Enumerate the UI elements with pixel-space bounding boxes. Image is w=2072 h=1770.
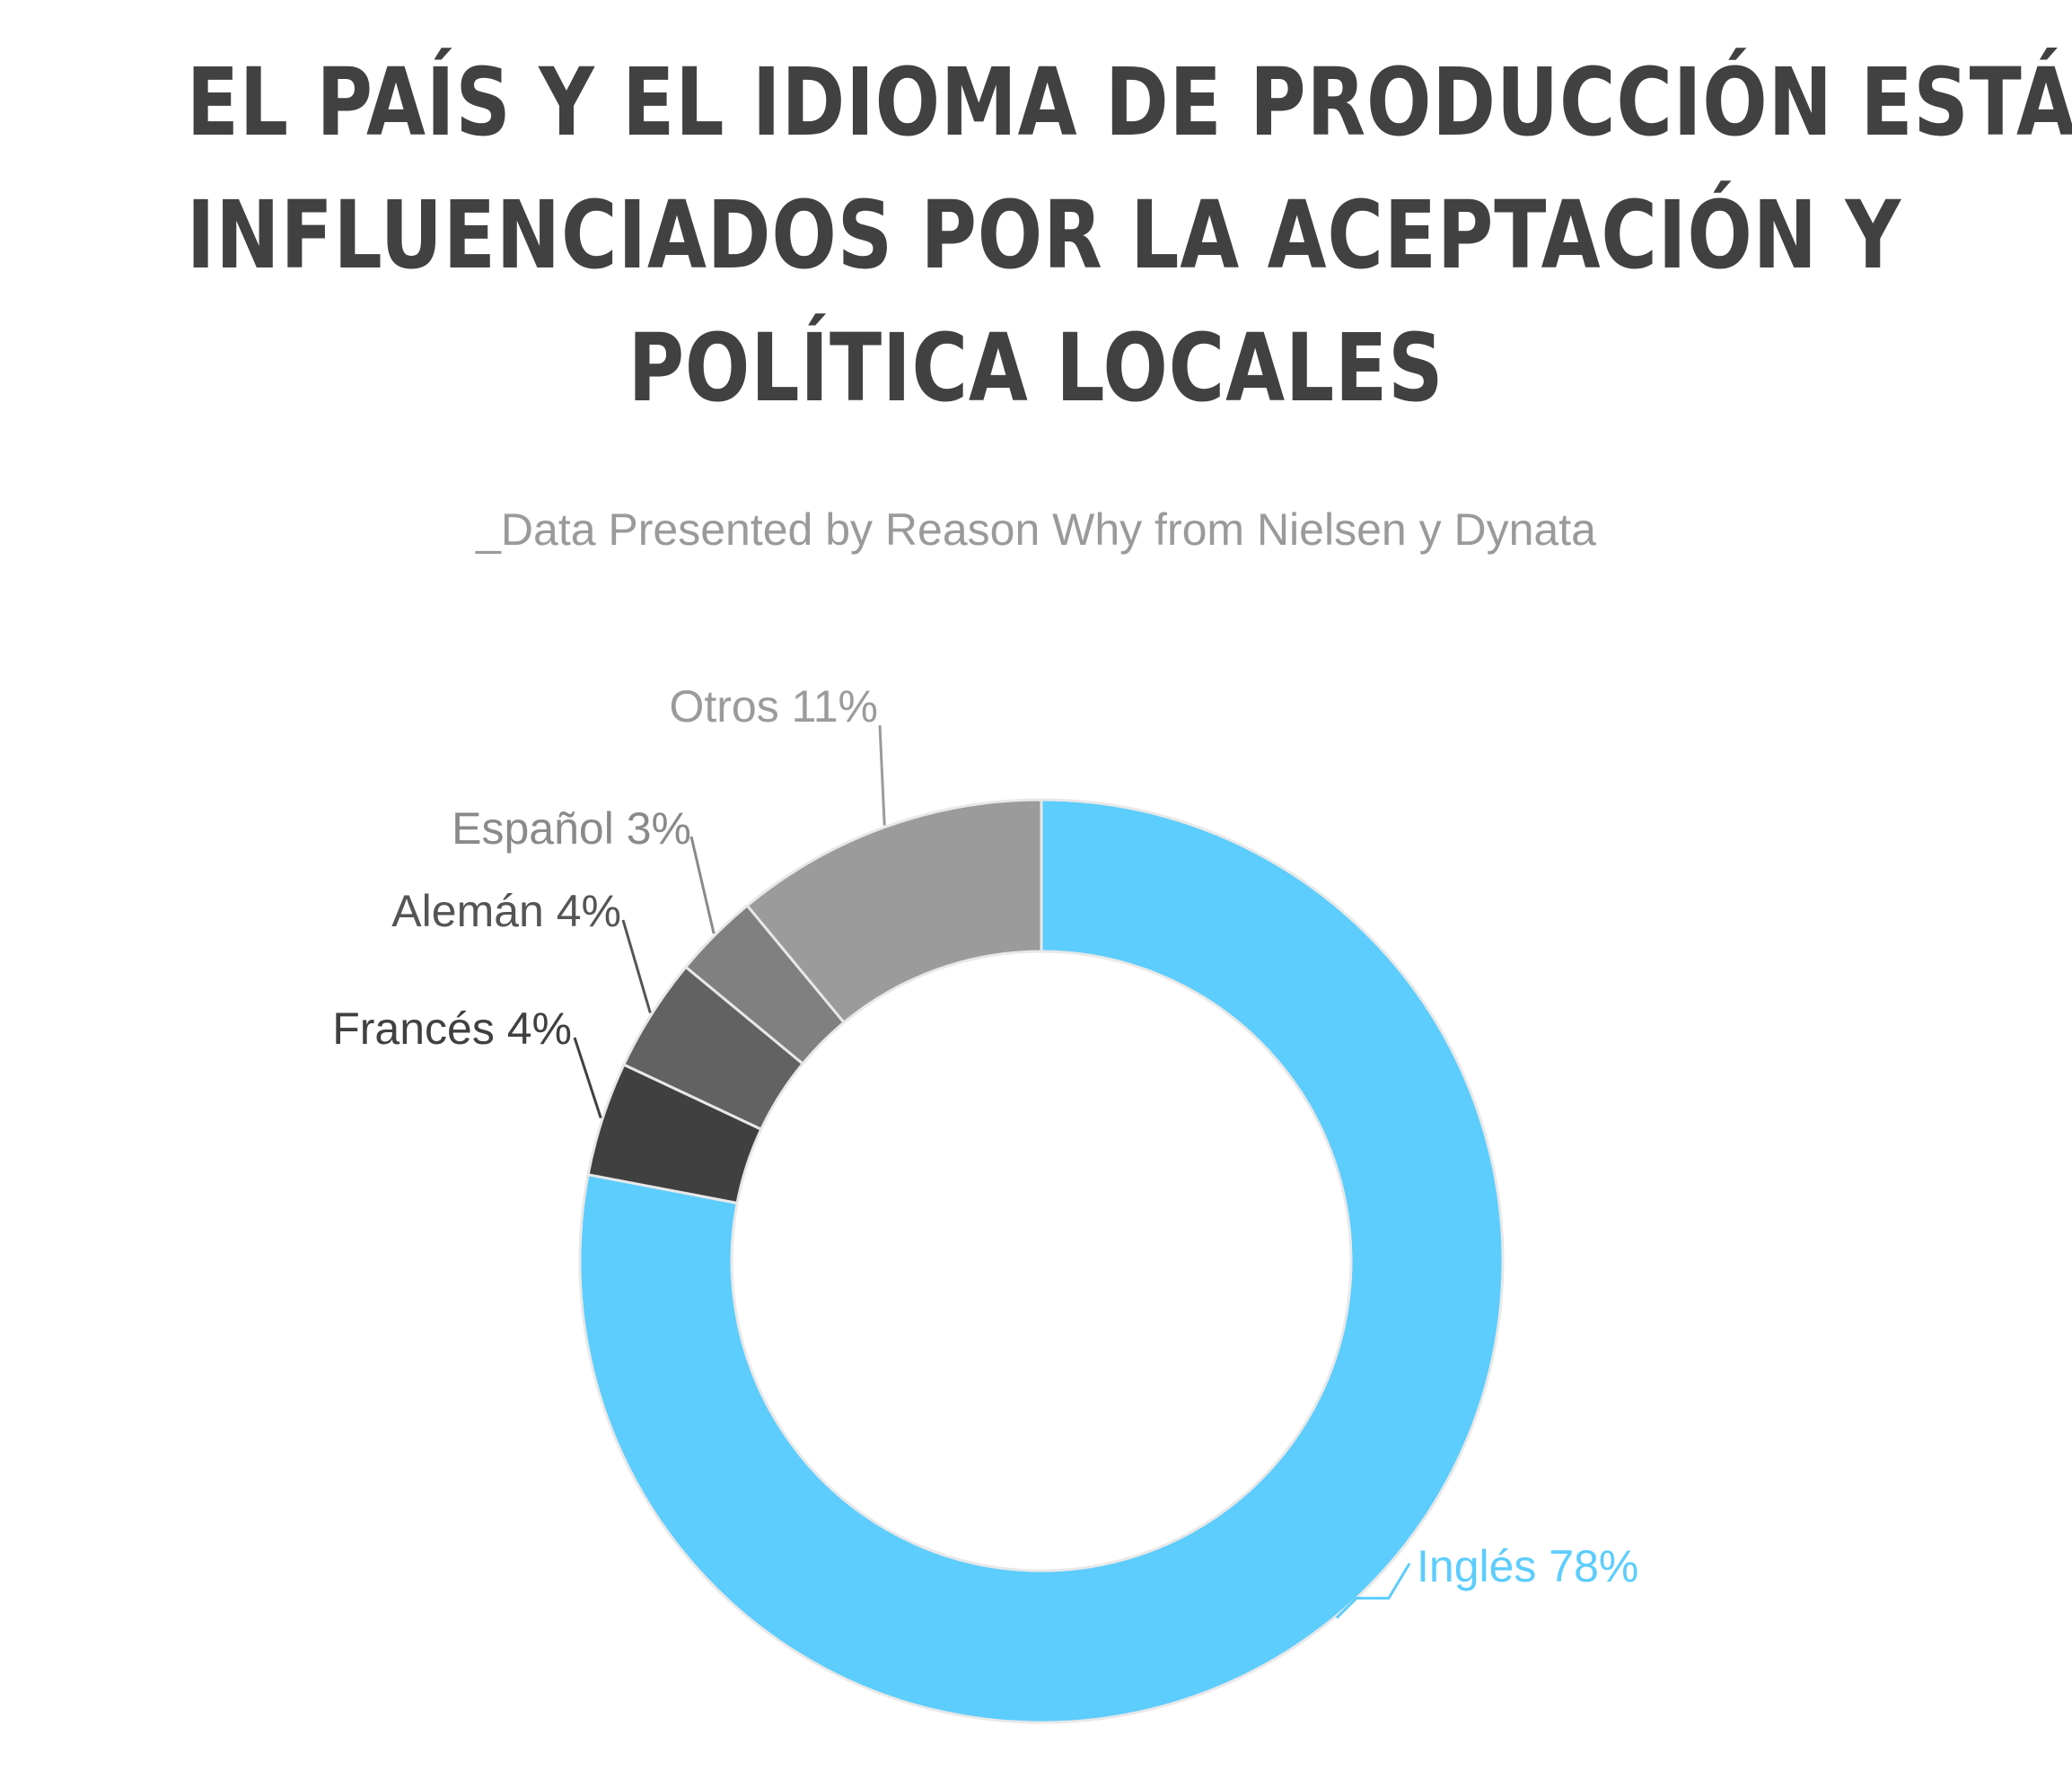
chart-title-line-3: POLÍTICA LOCALES — [628, 313, 1444, 423]
slice-label-alemán: Alemán 4% — [391, 886, 621, 936]
chart-title-line-1: EL PAÍS Y EL IDIOMA DE PRODUCCIÓN ESTÁN — [186, 48, 2072, 157]
leader-line-otros — [878, 724, 886, 826]
leader-line-inglés — [1335, 1563, 1411, 1619]
slice-label-español: Español 3% — [452, 803, 691, 854]
donut-slice-otros — [745, 798, 1043, 1025]
slice-label-otros: Otros 11% — [670, 681, 879, 732]
chart-title-line-2: INFLUENCIADOS POR LA ACEPTACIÓN Y — [186, 180, 1901, 290]
leader-line-español — [689, 836, 716, 934]
donut-slices — [578, 798, 1505, 1724]
chart-title: EL PAÍS Y EL IDIOMA DE PRODUCCIÓN ESTÁN … — [186, 36, 2072, 434]
leader-line-alemán — [621, 919, 652, 1013]
slice-label-francés: Francés 4% — [332, 1003, 572, 1054]
slice-label-inglés: Inglés 78% — [1417, 1541, 1638, 1591]
leader-line-francés — [573, 1037, 602, 1119]
slice-labels: Inglés 78% Francés 4% Alemán 4% Español 3% O… — [332, 681, 1638, 1591]
donut-slice-inglés — [578, 798, 1505, 1724]
chart-subtitle: _Data Presented by Reason Why from Niels… — [476, 504, 1596, 555]
label-leader-lines — [573, 724, 1411, 1619]
